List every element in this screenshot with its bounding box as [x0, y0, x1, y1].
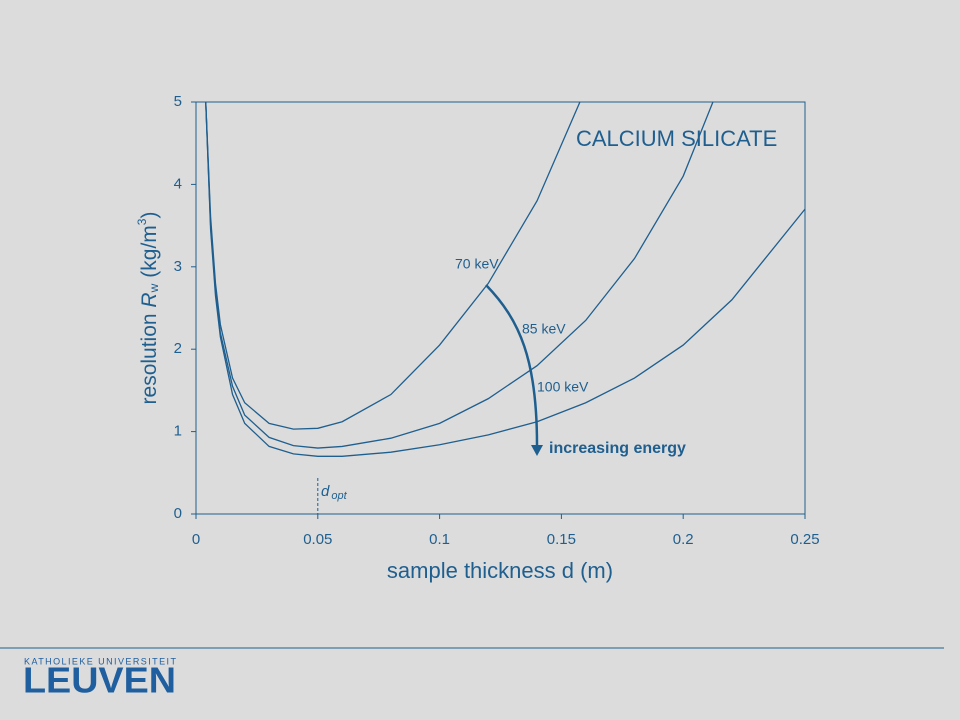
x-tick-label: 0.1 — [429, 531, 450, 548]
series-label: 70 keV — [455, 256, 499, 272]
line — [205, 101, 581, 430]
y-tick-label: 2 — [174, 340, 182, 357]
y-tick-label: 1 — [174, 423, 182, 440]
series-label: 100 keV — [537, 379, 589, 395]
x-axis-title: sample thickness d (m) — [387, 558, 613, 583]
y-title-unit: (kg/m — [138, 225, 161, 278]
arrow-head — [531, 445, 543, 456]
plot-frame — [195, 101, 806, 515]
logo-line1: KATHOLIEKE UNIVERSITEIT — [24, 656, 177, 666]
x-tick-label: 0.05 — [303, 531, 332, 548]
y-tick-label: 4 — [174, 175, 182, 192]
x-tick-label: 0.25 — [790, 531, 819, 548]
series-label: 85 keV — [522, 321, 566, 337]
y-tick-label: 5 — [174, 93, 182, 110]
y-tick-label: 3 — [174, 258, 182, 275]
y-title-text: resolution — [138, 313, 161, 404]
x-tick-label: 0 — [192, 531, 200, 548]
y-title-symbol: R — [138, 292, 161, 307]
y-title-superscript: 3 — [135, 218, 149, 225]
d-opt-subscript: opt — [331, 490, 347, 502]
annotation: increasing energy — [549, 440, 686, 457]
chart-title: CALCIUM SILICATE — [576, 126, 777, 151]
d-opt-symbol: d — [321, 483, 330, 500]
d-opt-label: d opt — [321, 483, 348, 502]
line — [205, 101, 806, 457]
y-tick-label: 0 — [174, 505, 182, 522]
logo-line2: LEUVEN — [23, 660, 176, 701]
x-tick-label: 0.15 — [547, 531, 576, 548]
y-title-close: ) — [138, 212, 161, 219]
energy-arrow — [485, 284, 539, 446]
y-title-subscript: w — [147, 283, 161, 293]
y-axis-title: resolution Rw (kg/m3) — [135, 212, 161, 405]
x-tick-label: 0.2 — [673, 531, 694, 548]
